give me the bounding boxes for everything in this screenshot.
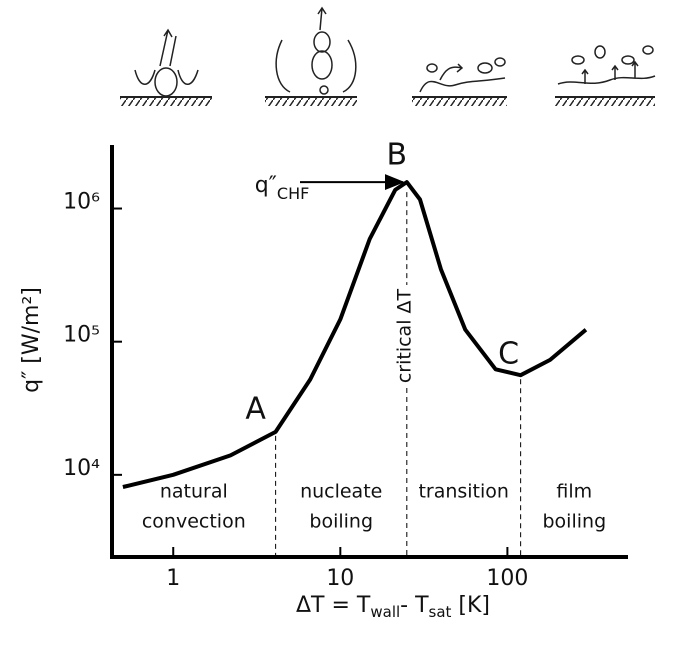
- point-label: B: [387, 138, 408, 173]
- x-label-part: ΔT = T: [296, 593, 371, 618]
- icon-film: [555, 45, 656, 106]
- x-tick-label: 1: [166, 566, 180, 591]
- region-label: nucleate: [300, 481, 382, 503]
- chf-part: CHF: [277, 184, 309, 203]
- x-tick-label: 10: [326, 566, 354, 591]
- icon-nucleate: [120, 28, 212, 106]
- point-label: C: [498, 337, 519, 372]
- y-tick-label: 10⁶: [63, 190, 100, 215]
- y-axis-label: q″ [W/m²]: [19, 287, 44, 393]
- region-label: convection: [142, 511, 246, 533]
- x-label-part: [K]: [451, 593, 490, 618]
- region-label: boiling: [309, 511, 373, 533]
- x-label-part: wall: [370, 603, 400, 621]
- chf-label: q″CHF: [255, 173, 310, 203]
- icon-slug: [265, 6, 357, 106]
- region-label: natural: [160, 481, 228, 503]
- icon-transition: [412, 57, 507, 106]
- point-label: A: [245, 391, 266, 426]
- region-label: boiling: [543, 511, 607, 533]
- y-tick-label: 10⁴: [63, 456, 100, 481]
- boiling-icons: [120, 6, 656, 106]
- x-label-part: - T: [400, 593, 429, 618]
- chf-part: q″: [255, 173, 277, 198]
- critical-label: critical ΔT: [393, 288, 415, 383]
- curve: [122, 180, 588, 489]
- region-label: transition: [418, 481, 509, 503]
- y-tick-label: 10⁵: [63, 323, 100, 348]
- region-label: film: [556, 481, 592, 503]
- x-label-part: sat: [429, 603, 452, 621]
- x-tick-label: 100: [486, 566, 528, 591]
- x-axis-label: ΔT = Twall- Tsat [K]: [296, 593, 490, 621]
